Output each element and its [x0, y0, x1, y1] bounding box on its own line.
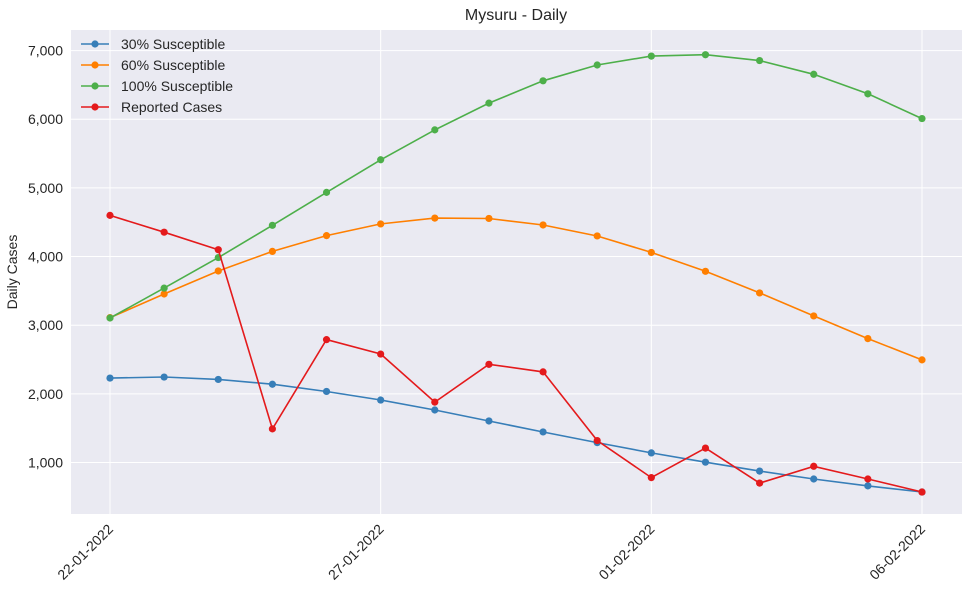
data-point	[647, 52, 655, 60]
series-line	[109, 214, 923, 493]
data-point	[377, 350, 385, 358]
series-1	[106, 214, 926, 364]
data-point	[485, 360, 493, 368]
data-point	[160, 290, 168, 298]
data-point	[701, 51, 710, 59]
data-point	[918, 114, 926, 123]
legend-item: Reported Cases	[81, 99, 222, 115]
legend: 30% Susceptible 60% Susceptible 100% Susce…	[81, 36, 233, 115]
data-point	[268, 221, 276, 229]
data-point	[322, 188, 331, 196]
legend-label: Reported Cases	[121, 99, 222, 115]
data-point	[214, 375, 222, 384]
data-point	[377, 220, 385, 228]
data-point	[701, 458, 710, 466]
data-point	[160, 373, 168, 381]
data-point	[864, 90, 872, 98]
data-point	[647, 248, 655, 257]
data-point	[539, 428, 547, 436]
data-point	[593, 232, 601, 240]
legend-item: 60% Susceptible	[81, 57, 226, 73]
data-point	[647, 474, 655, 482]
data-point	[377, 396, 385, 404]
data-point	[485, 417, 493, 425]
data-point	[214, 246, 222, 254]
data-point	[268, 425, 276, 433]
data-point	[756, 467, 764, 475]
data-point	[701, 267, 710, 275]
data-point	[322, 232, 331, 240]
data-point	[431, 398, 439, 406]
y-tick-label: 1,000	[28, 455, 63, 471]
legend-item: 30% Susceptible	[81, 36, 226, 52]
data-point	[539, 368, 547, 376]
legend-item: 100% Susceptible	[81, 78, 233, 94]
legend-label: 60% Susceptible	[121, 57, 226, 73]
data-point	[647, 449, 655, 457]
data-point	[810, 462, 818, 470]
data-point	[431, 214, 439, 222]
data-point	[918, 488, 926, 496]
legend-marker	[91, 40, 99, 48]
legend-marker	[91, 61, 99, 69]
x-tick-label: 27-01-2022	[325, 521, 387, 583]
data-point	[485, 99, 493, 107]
x-tick-label: 06-02-2022	[866, 521, 928, 583]
data-point	[106, 211, 114, 219]
series-line	[109, 217, 923, 361]
data-point	[864, 482, 872, 490]
data-point	[918, 356, 926, 364]
data-point	[539, 77, 547, 85]
y-tick-label: 3,000	[28, 317, 63, 333]
data-point	[485, 214, 493, 223]
data-point	[106, 314, 114, 322]
data-point	[322, 336, 331, 344]
data-point	[322, 387, 331, 396]
data-point	[106, 374, 114, 382]
data-point	[160, 284, 168, 292]
y-tick-label: 6,000	[28, 111, 63, 127]
data-point	[593, 436, 601, 445]
data-point	[756, 479, 764, 487]
series-3	[106, 211, 926, 496]
data-point	[431, 126, 439, 134]
data-point	[160, 228, 168, 236]
y-tick-label: 2,000	[28, 386, 63, 402]
data-point	[593, 61, 601, 69]
legend-marker	[91, 103, 99, 111]
data-point	[268, 380, 276, 388]
x-tick-label: 22-01-2022	[54, 521, 116, 583]
data-point	[431, 406, 439, 414]
data-point	[214, 267, 222, 275]
legend-label: 30% Susceptible	[121, 36, 226, 52]
data-point	[701, 444, 710, 452]
x-tick-labels: 22-01-2022 27-01-2022 01-02-2022 06-02-2022	[54, 521, 928, 583]
series-line	[109, 53, 923, 319]
y-tick-label: 4,000	[28, 249, 63, 265]
data-point	[756, 56, 764, 65]
y-tick-label: 5,000	[28, 180, 63, 196]
data-point	[810, 475, 818, 483]
data-point	[756, 289, 764, 297]
legend-label: 100% Susceptible	[121, 78, 233, 94]
series-layer	[106, 51, 926, 496]
data-point	[539, 221, 547, 229]
legend-marker	[91, 82, 99, 90]
data-point	[268, 247, 276, 256]
y-tick-labels: 1,000 2,000 3,000 4,000 5,000 6,000 7,000	[28, 43, 63, 471]
data-point	[864, 334, 872, 343]
data-point	[377, 156, 385, 164]
data-point	[810, 312, 818, 320]
chart-title: Mysuru - Daily	[465, 7, 567, 24]
x-tick-label: 01-02-2022	[595, 521, 657, 583]
data-point	[864, 475, 872, 483]
grid-lines	[71, 30, 962, 514]
y-axis-label: Daily Cases	[4, 235, 20, 310]
data-point	[810, 70, 818, 78]
y-tick-label: 7,000	[28, 43, 63, 59]
